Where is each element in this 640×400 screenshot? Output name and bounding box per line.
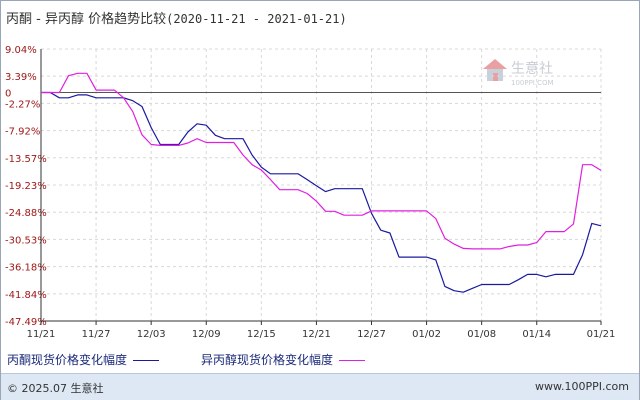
x-axis-ticks: 11/21 11/27 12/03 12/09 12/15 12/21 12/27 01/02… — [27, 329, 616, 340]
x-tick-label: 01/02 — [412, 329, 441, 340]
watermark-logo: 生意社 100PPI.COM — [483, 59, 554, 87]
legend: 丙酮现货价格变化幅度 异丙醇现货价格变化幅度 — [1, 351, 639, 369]
y-tick-label: -7.92% — [5, 127, 40, 138]
x-tick-label: 11/27 — [82, 329, 111, 340]
x-tick-label: 12/27 — [357, 329, 386, 340]
y-tick-label: -47.49% — [5, 317, 47, 328]
footer-copyright: © 2025.07 生意社 — [7, 382, 104, 395]
legend-label-acetone: 丙酮现货价格变化幅度 — [7, 353, 128, 367]
x-tick-label: 01/21 — [587, 329, 616, 340]
legend-label-ipa: 异丙醇现货价格变化幅度 — [201, 353, 334, 367]
plot-area: 9.04% 3.39% -2.27% -7.92% -13.57% -19.23% -24.… — [5, 45, 616, 340]
y-tick-label: -13.57% — [5, 154, 47, 165]
y-tick-label: -30.53% — [5, 235, 47, 246]
watermark-url: 100PPI.COM — [511, 79, 554, 87]
series-line-ipa — [41, 72, 602, 250]
y-tick-label: -24.88% — [5, 208, 47, 219]
watermark-brand: 生意社 — [511, 60, 553, 77]
y-axis-ticks: 9.04% 3.39% -2.27% -7.92% -13.57% -19.23% -24.… — [5, 45, 47, 328]
y-tick-label: 3.39% — [5, 72, 37, 83]
x-tick-label: 01/08 — [467, 329, 496, 340]
footer: © 2025.07 生意社 www.100PPI.com — [1, 373, 639, 400]
legend-swatch-acetone — [133, 360, 160, 361]
series-lines — [41, 72, 602, 293]
y-tick-label: -19.23% — [5, 181, 47, 192]
series-line-acetone — [41, 91, 602, 293]
house-icon — [483, 59, 507, 81]
chart-title: 丙酮 - 异丙醇 价格趋势比较(2020-11-21 - 2021-01-21) — [6, 8, 347, 27]
x-tick-label: 12/21 — [302, 329, 331, 340]
footer-site-link[interactable]: www.100PPI.com — [535, 380, 629, 393]
legend-item-acetone: 丙酮现货价格变化幅度 — [7, 351, 160, 368]
legend-item-ipa: 异丙醇现货价格变化幅度 — [201, 351, 366, 368]
y-tick-label: 9.04% — [5, 45, 37, 56]
x-tick-label: 12/09 — [192, 329, 221, 340]
y-tick-label-zero: 0 — [5, 88, 11, 99]
date-range: (2020-11-21 - 2021-01-21) — [166, 12, 347, 26]
x-tick-label: 12/15 — [247, 329, 276, 340]
title-text: 丙酮 - 异丙醇 价格趋势比较 — [6, 12, 167, 27]
x-tick-label: 01/14 — [522, 329, 551, 340]
x-tick-label: 11/21 — [27, 329, 56, 340]
x-tick-label: 12/03 — [137, 329, 166, 340]
y-tick-label: -41.84% — [5, 290, 47, 301]
y-tick-label: -2.27% — [5, 99, 40, 110]
y-tick-label: -36.18% — [5, 263, 47, 274]
legend-swatch-ipa — [339, 360, 366, 361]
axes — [40, 49, 602, 325]
